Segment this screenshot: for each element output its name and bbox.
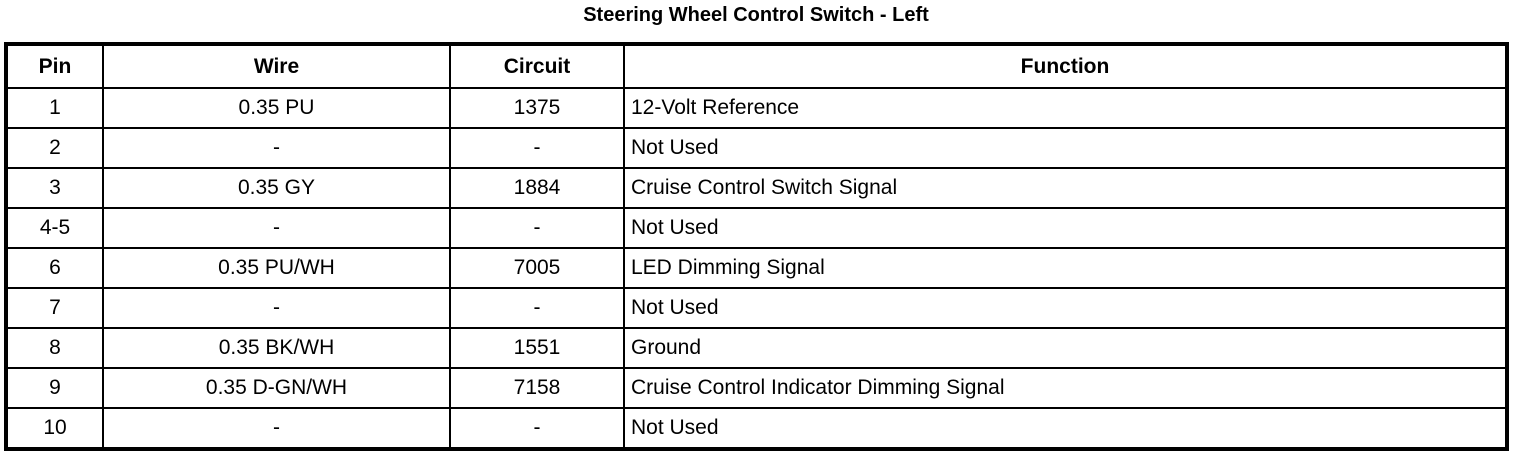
circuit-cell: 1551: [449, 327, 625, 369]
function-cell: Not Used: [623, 287, 1508, 329]
function-cell: Not Used: [623, 207, 1508, 249]
circuit-cell: 7158: [449, 367, 625, 409]
pin-cell: 9: [5, 367, 104, 409]
pinout-table: Pin Wire Circuit Function 1 0.35 PU 1375 12…: [4, 42, 1509, 451]
wire-cell: -: [102, 127, 451, 169]
circuit-cell: 1884: [449, 167, 625, 209]
header-wire: Wire: [102, 43, 451, 89]
header-row: Pin Wire Circuit Function: [5, 43, 1508, 89]
table-row: 9 0.35 D-GN/WH 7158 Cruise Control Indicato…: [5, 367, 1508, 409]
pin-cell: 1: [5, 87, 104, 129]
circuit-cell: 7005: [449, 247, 625, 289]
header-pin: Pin: [5, 43, 104, 89]
wire-cell: 0.35 BK/WH: [102, 327, 451, 369]
wire-cell: -: [102, 207, 451, 249]
pin-cell: 7: [5, 287, 104, 329]
circuit-cell: -: [449, 407, 625, 450]
pin-cell: 4-5: [5, 207, 104, 249]
function-cell: Cruise Control Switch Signal: [623, 167, 1508, 209]
function-cell: 12-Volt Reference: [623, 87, 1508, 129]
function-cell: Cruise Control Indicator Dimming Signal: [623, 367, 1508, 409]
pin-cell: 10: [5, 407, 104, 450]
circuit-cell: -: [449, 207, 625, 249]
table-row: 10- - Not Used: [5, 407, 1508, 450]
wire-cell: 0.35 PU: [102, 87, 451, 129]
wire-cell: -: [102, 407, 451, 450]
function-cell: Not Used: [623, 127, 1508, 169]
wire-cell: 0.35 PU/WH: [102, 247, 451, 289]
table-row: 1 0.35 PU 1375 12-Volt Reference: [5, 87, 1508, 129]
circuit-cell: 1375: [449, 87, 625, 129]
circuit-cell: -: [449, 287, 625, 329]
wire-cell: 0.35 GY: [102, 167, 451, 209]
wire-cell: -: [102, 287, 451, 329]
pin-cell: 2: [5, 127, 104, 169]
circuit-cell: -: [449, 127, 625, 169]
table-row: 3 0.35 GY 1884 Cruise Control Switch Signal: [5, 167, 1508, 209]
table-title: Steering Wheel Control Switch - Left: [583, 4, 929, 26]
pin-cell: 8: [5, 327, 104, 369]
pin-cell: 6: [5, 247, 104, 289]
function-cell: Not Used: [623, 407, 1508, 450]
header-circuit: Circuit: [449, 43, 625, 89]
wire-cell: 0.35 D-GN/WH: [102, 367, 451, 409]
table-row: 7- - Not Used: [5, 287, 1508, 329]
table-row: 6 0.35 PU/WH 7005 LED Dimming Signal: [5, 247, 1508, 289]
table-row: 8 0.35 BK/WH 1551 Ground: [5, 327, 1508, 369]
table-row: 4-5- - Not Used: [5, 207, 1508, 249]
function-cell: Ground: [623, 327, 1508, 369]
pin-cell: 3: [5, 167, 104, 209]
function-cell: LED Dimming Signal: [623, 247, 1508, 289]
header-function: Function: [623, 43, 1508, 89]
table-row: 2- - Not Used: [5, 127, 1508, 169]
